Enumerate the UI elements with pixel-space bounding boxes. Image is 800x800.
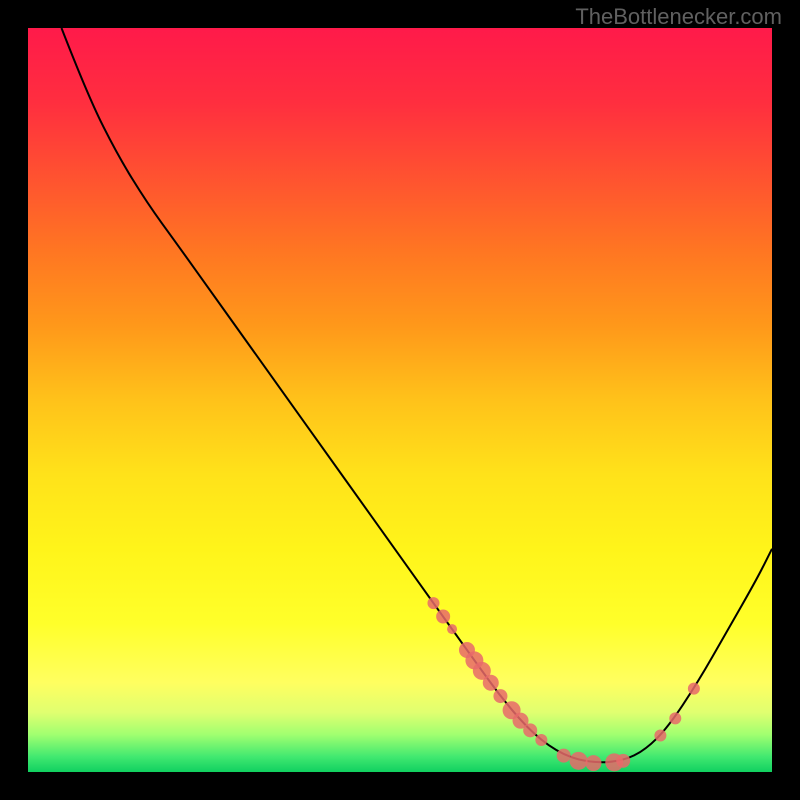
marker-dot: [493, 689, 507, 703]
marker-dot: [585, 755, 601, 771]
marker-dot: [654, 730, 666, 742]
marker-dot: [427, 597, 439, 609]
marker-dot: [688, 683, 700, 695]
marker-dot: [523, 723, 537, 737]
watermark-text: TheBottlenecker.com: [575, 4, 782, 30]
marker-dot: [669, 712, 681, 724]
chart-svg: [28, 28, 772, 772]
marker-dot: [436, 610, 450, 624]
chart-container: [28, 28, 772, 772]
marker-dot: [483, 675, 499, 691]
marker-dot: [616, 754, 630, 768]
marker-dot: [535, 734, 547, 746]
marker-dot: [447, 624, 457, 634]
marker-dot: [570, 752, 588, 770]
chart-background: [28, 28, 772, 772]
marker-dot: [557, 749, 571, 763]
